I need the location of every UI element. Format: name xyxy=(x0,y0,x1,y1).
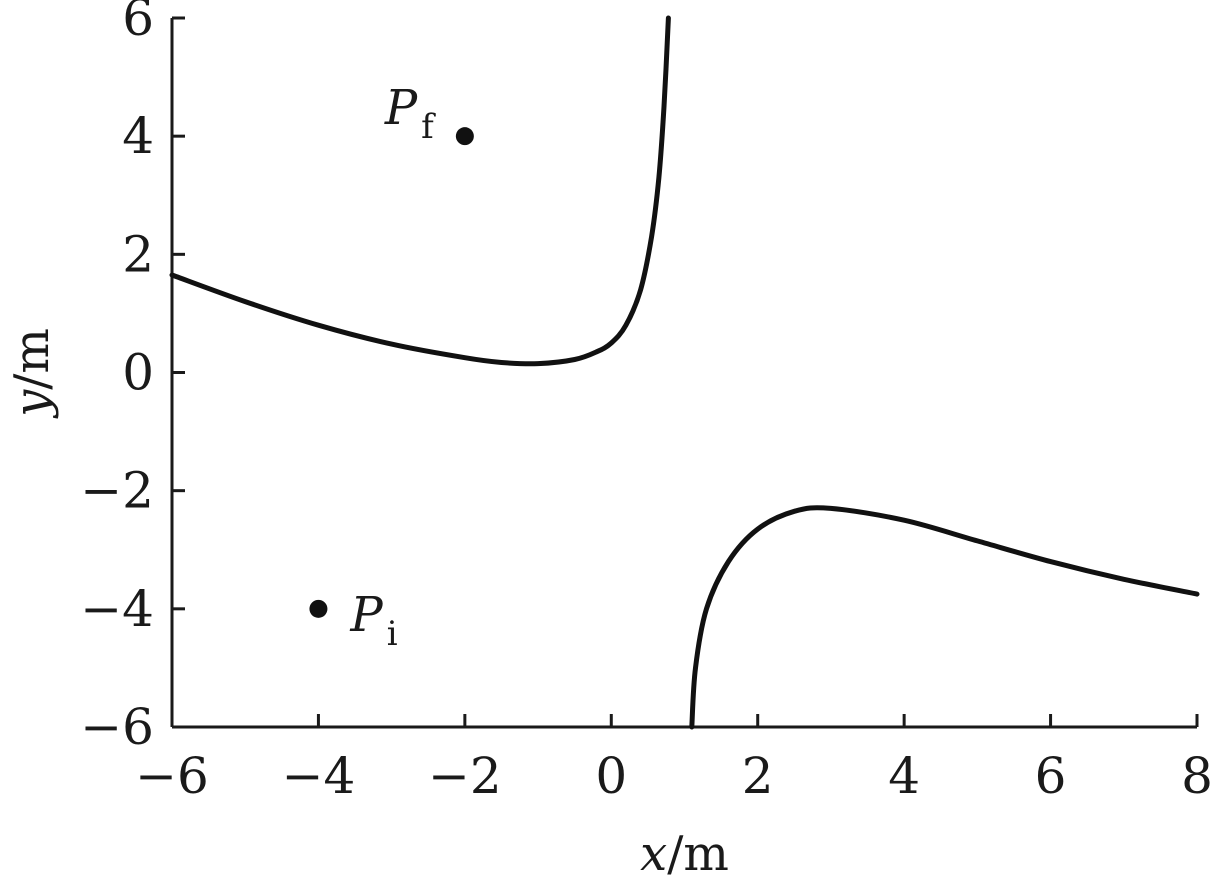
point-Pi xyxy=(309,599,328,618)
series-line-1 xyxy=(169,15,671,367)
y-tick-label: 6 xyxy=(122,0,154,47)
x-tick-label: −2 xyxy=(428,747,502,805)
x-axis-label: x/m xyxy=(640,826,729,877)
x-tick-label: 8 xyxy=(1181,747,1213,805)
x-tick-label: 4 xyxy=(888,747,920,805)
axes xyxy=(170,18,1197,729)
x-tick-label: −6 xyxy=(135,747,209,805)
x-tick-label: 6 xyxy=(1035,747,1067,805)
y-tick-label: 2 xyxy=(122,225,154,283)
ticks: −6 −4 −2 0 2 4 6 8 6 4 2 0 −2 −4 −6 xyxy=(80,0,1213,805)
x-tick-label: 2 xyxy=(742,747,774,805)
y-tick-label: 0 xyxy=(122,344,154,402)
y-axis-label: y/m xyxy=(4,328,60,419)
curves xyxy=(169,15,1200,730)
y-tick-label: −6 xyxy=(80,698,154,756)
x-tick-label: 0 xyxy=(595,747,627,805)
y-tick-label: 4 xyxy=(122,107,154,165)
y-tick-label: −4 xyxy=(80,580,154,638)
series-line-2 xyxy=(689,505,1200,730)
y-tick-label: −2 xyxy=(80,462,154,520)
x-tick-label: −4 xyxy=(282,747,356,805)
point-Pf xyxy=(455,127,474,146)
